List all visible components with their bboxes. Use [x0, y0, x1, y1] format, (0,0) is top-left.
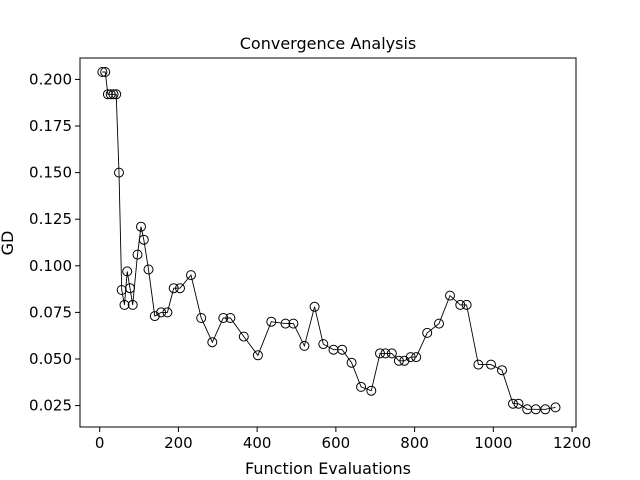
data-point — [422, 327, 433, 338]
data-point — [288, 318, 299, 329]
plot-layer — [97, 67, 561, 415]
data-point — [309, 301, 320, 312]
data-point — [375, 348, 385, 359]
data-point — [132, 249, 143, 260]
data-point — [455, 299, 466, 310]
data-point — [207, 337, 218, 348]
data-point — [125, 283, 135, 294]
x-tick-label: 200 — [164, 434, 193, 452]
data-point — [513, 398, 524, 409]
data-point — [175, 283, 185, 294]
data-point — [486, 359, 496, 370]
x-tick-label: 1200 — [553, 434, 591, 452]
data-point — [196, 313, 207, 323]
x-tick-label: 0 — [95, 434, 105, 452]
data-point — [156, 307, 167, 318]
data-point — [119, 299, 130, 310]
chart-title: Convergence Analysis — [240, 34, 417, 53]
plot-area-frame — [79, 57, 577, 428]
data-point — [266, 316, 277, 327]
data-point — [136, 221, 146, 232]
data-point — [186, 270, 196, 281]
data-point — [346, 357, 357, 368]
data-point — [461, 299, 472, 310]
x-axis-ticks: 0 200 400 600 800 1000 1200 — [95, 427, 591, 452]
y-tick-label: 0.125 — [29, 210, 72, 228]
data-point — [356, 381, 367, 392]
y-tick-label: 0.100 — [29, 257, 72, 275]
data-point — [252, 350, 263, 361]
data-point — [97, 67, 108, 77]
y-tick-label: 0.200 — [29, 70, 72, 88]
data-point — [100, 67, 111, 77]
data-point — [337, 344, 348, 355]
data-point — [473, 359, 484, 370]
data-point — [508, 398, 518, 409]
data-point — [162, 307, 173, 318]
y-tick-label: 0.025 — [29, 397, 72, 415]
data-point — [225, 313, 236, 323]
data-point — [393, 355, 404, 366]
data-point — [127, 299, 138, 310]
data-point — [497, 365, 507, 376]
data-point — [434, 318, 444, 329]
data-point — [143, 264, 154, 275]
data-point — [122, 266, 133, 277]
series-line — [102, 71, 556, 410]
x-tick-label: 600 — [322, 434, 351, 452]
data-point — [114, 167, 124, 178]
data-point — [386, 348, 397, 359]
data-point — [399, 355, 410, 366]
data-point — [550, 402, 561, 413]
data-point — [445, 290, 455, 301]
data-point — [108, 89, 119, 100]
data-point — [149, 311, 160, 322]
data-point — [366, 385, 377, 396]
data-point — [405, 352, 416, 363]
data-point — [280, 318, 291, 329]
data-point — [102, 89, 113, 100]
data-point — [111, 89, 122, 100]
x-axis-title: Function Evaluations — [245, 459, 411, 478]
data-point — [411, 352, 422, 363]
y-axis-ticks: 0.025 0.050 0.075 0.100 0.125 0.150 0.175 0.200 — [29, 70, 80, 415]
data-point — [299, 340, 310, 351]
data-point — [168, 283, 179, 294]
y-tick-label: 0.050 — [29, 350, 72, 368]
x-tick-label: 1000 — [474, 434, 512, 452]
x-tick-label: 400 — [243, 434, 272, 452]
data-point — [105, 89, 116, 100]
data-point — [218, 313, 229, 323]
data-point — [318, 339, 329, 350]
data-point — [238, 331, 249, 342]
data-point — [540, 404, 551, 415]
data-point — [380, 348, 391, 359]
y-tick-label: 0.075 — [29, 303, 72, 321]
y-axis-title: GD — [0, 231, 17, 256]
x-tick-label: 800 — [400, 434, 429, 452]
y-tick-label: 0.175 — [29, 117, 72, 135]
y-tick-label: 0.150 — [29, 164, 72, 182]
data-point — [138, 234, 149, 245]
